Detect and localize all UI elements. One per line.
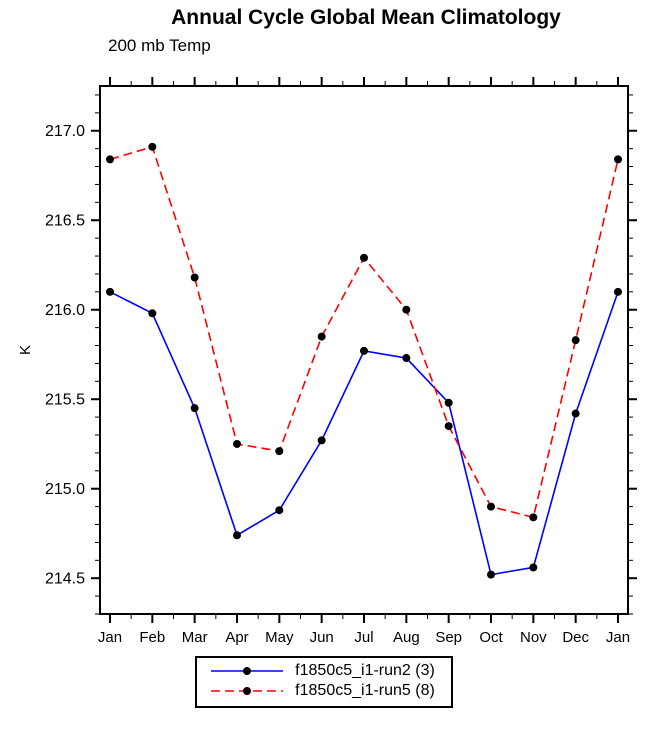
chart-subtitle: 200 mb Temp [108, 36, 211, 55]
y-tick-label: 217.0 [45, 123, 85, 140]
x-tick-label: Jan [98, 629, 122, 646]
x-tick-label: Sep [435, 629, 462, 646]
marker-series-1 [487, 502, 495, 511]
x-tick-label: Jan [606, 629, 630, 646]
marker-series-0 [402, 354, 411, 363]
legend: f1850c5_i1-run2 (3) f1850c5_i1-run5 (8) [0, 656, 648, 708]
marker-series-1 [444, 422, 453, 431]
legend-row-run5: f1850c5_i1-run5 (8) [207, 682, 435, 700]
plot-svg: 214.5 215.0 215.5 216.0 216.5 217.0 Jan Feb Mar A… [17, 77, 637, 646]
series-line-0 [109, 291, 619, 576]
marker-series-1 [529, 513, 538, 522]
marker-series-0 [487, 570, 495, 579]
marker-series-0 [190, 404, 199, 413]
marker-series-1 [317, 332, 326, 341]
x-tick-label: Jun [310, 629, 334, 646]
legend-row-run2: f1850c5_i1-run2 (3) [207, 662, 435, 680]
marker-series-0 [360, 346, 368, 355]
marker-series-0 [148, 309, 157, 318]
y-tick-label: 215.5 [45, 392, 85, 409]
x-tick-label: Aug [393, 629, 420, 646]
x-tick-label: Nov [520, 629, 547, 646]
marker-series-1 [233, 439, 241, 448]
marker-series-0 [529, 563, 538, 572]
marker-series-1 [106, 155, 114, 164]
series-line-1 [109, 145, 619, 519]
chart-title: Annual Cycle Global Mean Climatology [171, 6, 561, 29]
y-tick-label: 216.5 [45, 213, 85, 230]
y-tick-label: 215.0 [45, 481, 85, 498]
marker-series-1 [614, 155, 622, 164]
x-tick-label: Feb [139, 629, 165, 646]
marker-series-0 [571, 409, 580, 418]
marker-series-0 [275, 506, 284, 515]
marker-series-1 [275, 447, 284, 456]
marker-series-1 [148, 142, 157, 151]
y-tick-label: 214.5 [45, 571, 85, 588]
marker-series-0 [614, 287, 622, 296]
marker-series-0 [317, 436, 326, 445]
legend-label-run5: f1850c5_i1-run5 (8) [295, 682, 435, 699]
marker-series-0 [233, 531, 241, 540]
legend-line-sample-run5 [211, 687, 284, 695]
legend-box: f1850c5_i1-run2 (3) f1850c5_i1-run5 (8) [195, 656, 453, 708]
marker-series-0 [106, 287, 114, 296]
x-tick-label: Jul [354, 629, 373, 646]
x-tick-label: Mar [182, 629, 208, 646]
y-axis-label: K [17, 345, 34, 355]
x-tick-label: Apr [225, 629, 248, 646]
marker-series-1 [571, 336, 580, 345]
x-tick-label: Oct [479, 629, 503, 646]
x-tick-label: Dec [562, 629, 589, 646]
y-tick-label: 216.0 [45, 302, 85, 319]
marker-series-1 [360, 253, 368, 262]
marker-series-0 [444, 398, 453, 407]
legend-label-run2: f1850c5_i1-run2 (3) [295, 662, 435, 679]
x-tick-label: May [265, 629, 294, 646]
marker-series-1 [402, 305, 411, 314]
marker-series-1 [190, 273, 199, 282]
legend-line-sample-run2 [211, 667, 284, 675]
